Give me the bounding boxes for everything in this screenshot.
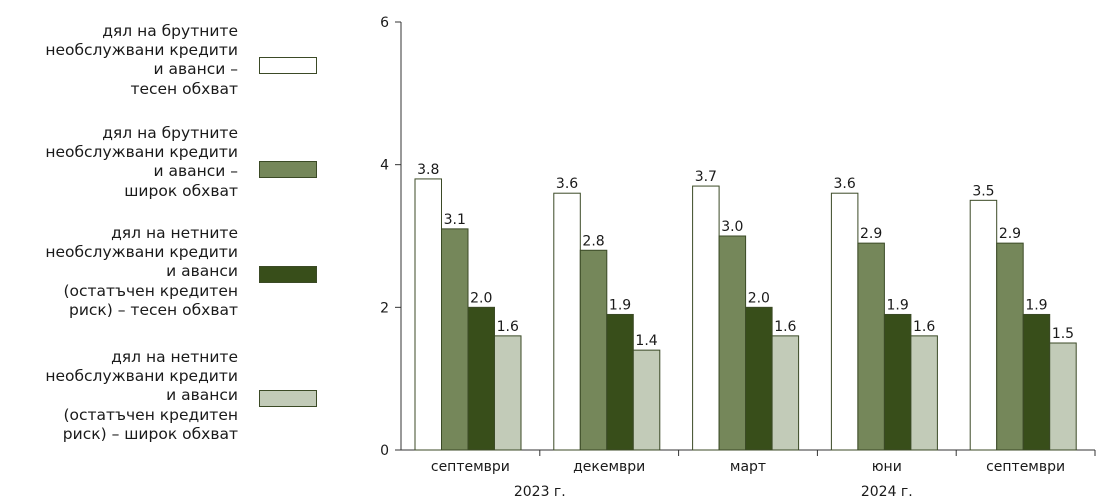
bar bbox=[494, 335, 522, 451]
legend-swatch bbox=[259, 390, 317, 407]
bar-value-label: 1.6 bbox=[913, 319, 935, 335]
bar-value-label: 1.4 bbox=[635, 333, 657, 349]
x-tick-label: март bbox=[730, 459, 766, 475]
year-label-2023: 2023 г. bbox=[514, 484, 566, 500]
bar-value-label: 3.6 bbox=[834, 176, 856, 192]
bar bbox=[606, 313, 634, 451]
x-tick-label: септември bbox=[986, 459, 1065, 475]
bar-value-label: 1.9 bbox=[887, 297, 909, 313]
legend-swatch bbox=[259, 266, 317, 283]
y-tick-label: 2 bbox=[380, 300, 389, 316]
bar-value-label: 3.8 bbox=[417, 162, 439, 178]
bar bbox=[910, 335, 938, 451]
bar bbox=[857, 242, 885, 451]
bar-value-label: 1.6 bbox=[497, 319, 519, 335]
x-tick-label: декември bbox=[573, 459, 645, 475]
bar-value-label: 1.5 bbox=[1052, 326, 1074, 342]
bar bbox=[467, 306, 495, 451]
bar bbox=[632, 349, 661, 451]
bar bbox=[1049, 342, 1077, 451]
bar bbox=[441, 228, 469, 451]
legend-label: дял на нетните необслужвани кредити и ав… bbox=[45, 224, 238, 319]
bar-value-label: 1.9 bbox=[609, 297, 631, 313]
bar bbox=[771, 335, 800, 451]
bar-value-label: 3.7 bbox=[695, 169, 717, 185]
legend-label: дял на нетните необслужвани кредити и ав… bbox=[45, 348, 238, 443]
bar bbox=[996, 242, 1024, 451]
y-tick-label: 4 bbox=[380, 158, 389, 174]
year-label-2024: 2024 г. bbox=[861, 484, 913, 500]
bar bbox=[830, 192, 859, 451]
bar-value-label: 3.6 bbox=[556, 176, 578, 192]
bar-value-label: 2.0 bbox=[470, 290, 492, 306]
x-tick-label: септември bbox=[431, 459, 510, 475]
bar-value-label: 1.6 bbox=[774, 319, 796, 335]
legend: дял на брутните необслужвани кредити и а… bbox=[0, 0, 330, 501]
bar-value-label: 1.9 bbox=[1025, 297, 1047, 313]
bar bbox=[692, 185, 720, 451]
bar-value-label: 2.9 bbox=[999, 226, 1021, 242]
y-tick-label: 0 bbox=[380, 443, 389, 459]
bar bbox=[883, 313, 912, 451]
bar-value-label: 3.5 bbox=[972, 183, 994, 199]
legend-swatch bbox=[259, 57, 317, 74]
bar bbox=[969, 199, 998, 451]
bar bbox=[553, 192, 581, 451]
bar-value-label: 2.9 bbox=[860, 226, 882, 242]
bar bbox=[718, 235, 747, 451]
bar bbox=[745, 306, 773, 451]
legend-label: дял на брутните необслужвани кредити и а… bbox=[45, 124, 238, 200]
bar-value-label: 2.0 bbox=[748, 290, 770, 306]
x-tick-label: юни bbox=[872, 459, 902, 475]
bar-value-label: 3.0 bbox=[721, 219, 743, 235]
bar bbox=[1022, 313, 1051, 451]
legend-label: дял на брутните необслужвани кредити и а… bbox=[45, 22, 238, 98]
legend-swatch bbox=[259, 161, 317, 178]
bar-value-label: 2.8 bbox=[582, 233, 604, 249]
y-tick-label: 6 bbox=[380, 15, 389, 31]
bar bbox=[414, 178, 442, 451]
bar bbox=[579, 249, 608, 451]
bar-value-label: 3.1 bbox=[444, 212, 466, 228]
